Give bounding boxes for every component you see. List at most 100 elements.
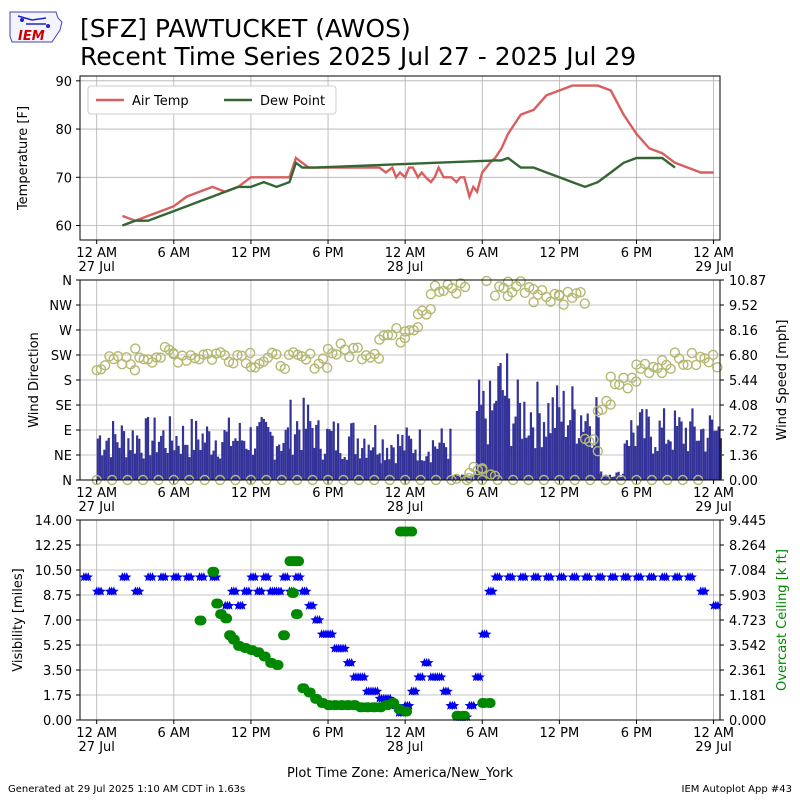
y-tick-label: S — [64, 374, 72, 389]
wind-speed-bar — [243, 440, 246, 480]
visibility-star — [308, 600, 318, 610]
wind-speed-bar — [474, 474, 477, 480]
wind-direction-point — [244, 347, 256, 359]
wind-speed-bar — [658, 420, 661, 480]
wind-speed-bar — [465, 476, 468, 480]
wind-speed-bar — [339, 453, 342, 480]
visibility-star — [559, 572, 569, 582]
wind-speed-bar — [328, 429, 331, 480]
wind-speed-bar — [456, 475, 459, 480]
wind-speed-bar — [673, 410, 677, 480]
ceiling-point — [459, 710, 470, 721]
wind-speed-bar — [542, 422, 546, 480]
wind-speed-bar — [166, 453, 169, 480]
wind-direction-point — [266, 347, 278, 359]
wind-speed-bar — [262, 418, 265, 480]
wind-speed-bar — [160, 435, 163, 480]
visibility-star — [597, 572, 607, 582]
x-tick-label: 6 PM — [312, 486, 343, 501]
visibility-star — [122, 572, 132, 582]
wind-speed-bar — [118, 447, 121, 480]
wind-direction-point — [515, 276, 526, 287]
wind-speed-bar — [510, 445, 513, 480]
wind-speed-bar — [458, 476, 462, 480]
wind-speed-bar — [284, 429, 287, 480]
x-tick-date-label: 27 Jul — [79, 740, 115, 755]
wind-speed-bar — [350, 423, 353, 480]
wind-speed-bar — [575, 443, 578, 480]
wind-speed-bar — [566, 425, 570, 480]
y-tick-label: NE — [54, 449, 72, 464]
wind-speed-bar — [302, 397, 305, 480]
wind-speed-bar — [175, 436, 178, 480]
x-tick-label: 6 AM — [466, 726, 499, 741]
ceiling-point — [196, 615, 207, 626]
wind-speed-bar — [304, 428, 307, 480]
visibility-star — [623, 572, 633, 582]
wind-speed-bar — [195, 420, 198, 480]
wind-speed-bar — [212, 450, 215, 480]
y-tick-label: N — [62, 474, 72, 489]
wind-speed-bar — [271, 435, 274, 480]
y2-tick-label: 6.80 — [729, 349, 758, 364]
wind-direction-point — [425, 304, 436, 315]
wind-speed-bar — [214, 440, 217, 480]
wind-speed-bar — [506, 353, 509, 480]
wind-direction-point — [271, 349, 282, 360]
y-tick-label: 60 — [55, 220, 72, 235]
wind-speed-bar — [556, 385, 559, 480]
wind-speed-bar — [374, 425, 377, 480]
app-label: IEM Autoplot App #43 — [681, 784, 792, 795]
series-line — [121, 84, 714, 222]
x-tick-label: 6 PM — [312, 726, 343, 741]
wind-speed-bar — [438, 442, 441, 480]
visibility-star — [713, 600, 723, 610]
x-tick-label: 12 AM — [693, 726, 734, 741]
wind-speed-bar — [140, 452, 143, 480]
wind-speed-bar — [170, 440, 174, 480]
wind-speed-bar — [401, 434, 404, 480]
wind-speed-bar — [704, 451, 707, 480]
ceiling-point — [273, 659, 284, 670]
y-tick-label: 14.00 — [35, 514, 72, 529]
wind-speed-bar — [478, 379, 481, 480]
wind-speed-bar — [434, 446, 437, 480]
wind-direction-point — [155, 352, 166, 363]
wind-speed-bar — [613, 476, 616, 480]
wind-speed-bar — [525, 437, 528, 480]
wind-speed-bar — [586, 413, 589, 480]
wind-speed-bar — [210, 454, 213, 480]
wind-speed-bar — [236, 440, 239, 480]
wind-speed-bar — [254, 448, 257, 480]
wind-direction-point — [686, 347, 698, 359]
wind-speed-bar — [306, 404, 310, 480]
y-tick-label: 8.75 — [43, 589, 72, 604]
ceiling-point — [485, 698, 496, 709]
wind-speed-bar — [491, 410, 494, 480]
wind-speed-bar — [467, 476, 470, 480]
wind-speed-bar — [197, 439, 200, 480]
wind-speed-bar — [560, 421, 563, 480]
visibility-star — [520, 572, 530, 582]
visibility-star — [224, 600, 235, 610]
wind-speed-bar — [588, 426, 591, 480]
x-tick-label: 6 AM — [158, 726, 191, 741]
wind-speed-bar — [719, 438, 722, 480]
visibility-star — [488, 586, 498, 596]
wind-speed-bar — [164, 448, 167, 480]
x-tick-label: 12 AM — [385, 246, 426, 261]
wind-speed-bar — [693, 426, 696, 480]
visibility-star — [469, 700, 479, 710]
x-tick-date-label: 29 Jul — [695, 500, 731, 515]
y2-tick-label: 10.87 — [729, 274, 766, 289]
visibility-star — [340, 643, 350, 653]
wind-direction-point — [618, 372, 629, 384]
wind-speed-bar — [258, 421, 261, 480]
x-tick-date-label: 29 Jul — [695, 260, 731, 275]
x-tick-label: 12 AM — [693, 246, 734, 261]
wind-speed-bar — [273, 459, 276, 480]
wind-speed-bar — [488, 380, 492, 480]
wind-direction-point — [434, 286, 445, 297]
visibility-star — [295, 572, 305, 582]
visibility-star — [160, 572, 171, 582]
